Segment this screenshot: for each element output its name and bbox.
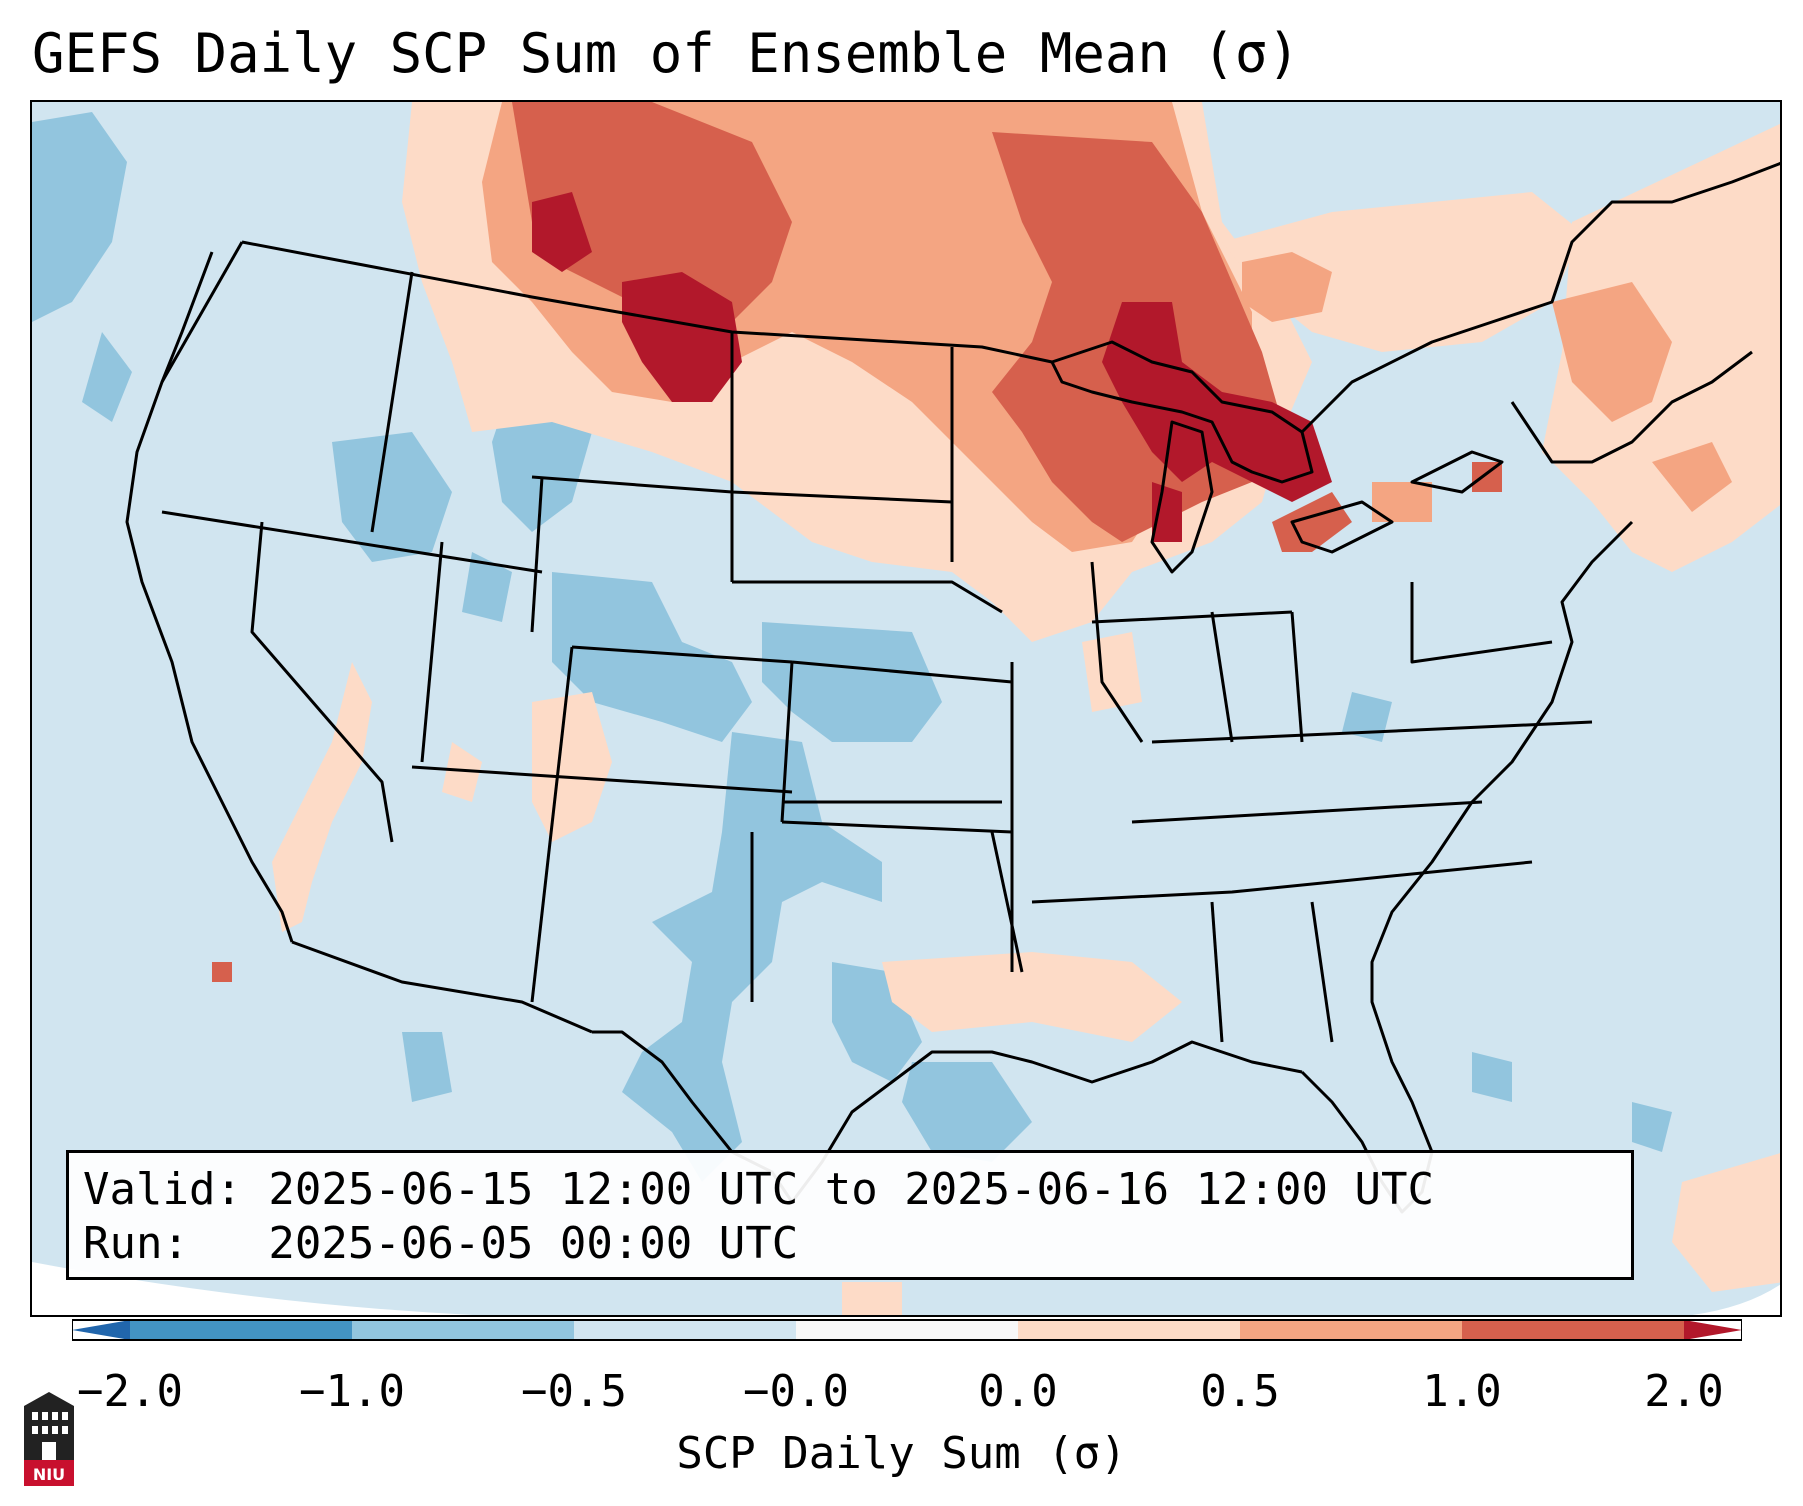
negative-anomaly-patches: [32, 112, 1672, 1182]
colorbar-tick-label: −0.0: [743, 1366, 849, 1417]
colorbar-under-extension: [72, 1320, 130, 1340]
colorbar-tick-label: −0.5: [521, 1366, 627, 1417]
extreme-positive-patches: [532, 192, 1332, 542]
state-borders: [125, 161, 1780, 1214]
colorbar-segment: [352, 1320, 575, 1340]
colorbar-over-extension: [1684, 1320, 1742, 1340]
colorbar-title: SCP Daily Sum (σ): [676, 1428, 1127, 1479]
run-time-text: Run: 2025-06-05 00:00 UTC: [83, 1218, 799, 1269]
map-panel: [30, 100, 1782, 1317]
valid-time-text: Valid: 2025-06-15 12:00 UTC to 2025-06-1…: [83, 1164, 1435, 1215]
outside-projection-right: [1692, 1284, 1780, 1315]
map-title: GEFS Daily SCP Sum of Ensemble Mean (σ): [32, 22, 1300, 85]
colorbar-segment: [1018, 1320, 1241, 1340]
colorbar-tick-label: 0.0: [978, 1366, 1058, 1417]
colorbar: [72, 1319, 1742, 1341]
outside-projection-left: [32, 1262, 474, 1315]
colorbar-segment: [1240, 1320, 1463, 1340]
colorbar-tick-label: −2.0: [77, 1366, 183, 1417]
niu-logo-text: NIU: [33, 1465, 65, 1484]
colorbar-segment: [796, 1320, 1019, 1340]
colorbar-segment: [130, 1320, 353, 1340]
colorbar-segment: [574, 1320, 797, 1340]
colorbar-tick-label: 0.5: [1200, 1366, 1280, 1417]
valid-run-info-box: Valid: 2025-06-15 12:00 UTC to 2025-06-1…: [66, 1150, 1634, 1280]
colorbar-tick-label: 1.0: [1422, 1366, 1502, 1417]
colorbar-tick-label: 2.0: [1644, 1366, 1724, 1417]
colorbar-tick-label: −1.0: [299, 1366, 405, 1417]
niu-logo: NIU: [24, 1392, 74, 1486]
colorbar-outline: [72, 1319, 1742, 1341]
colorbar-segment: [1462, 1320, 1685, 1340]
scp-field-map: [32, 102, 1780, 1315]
